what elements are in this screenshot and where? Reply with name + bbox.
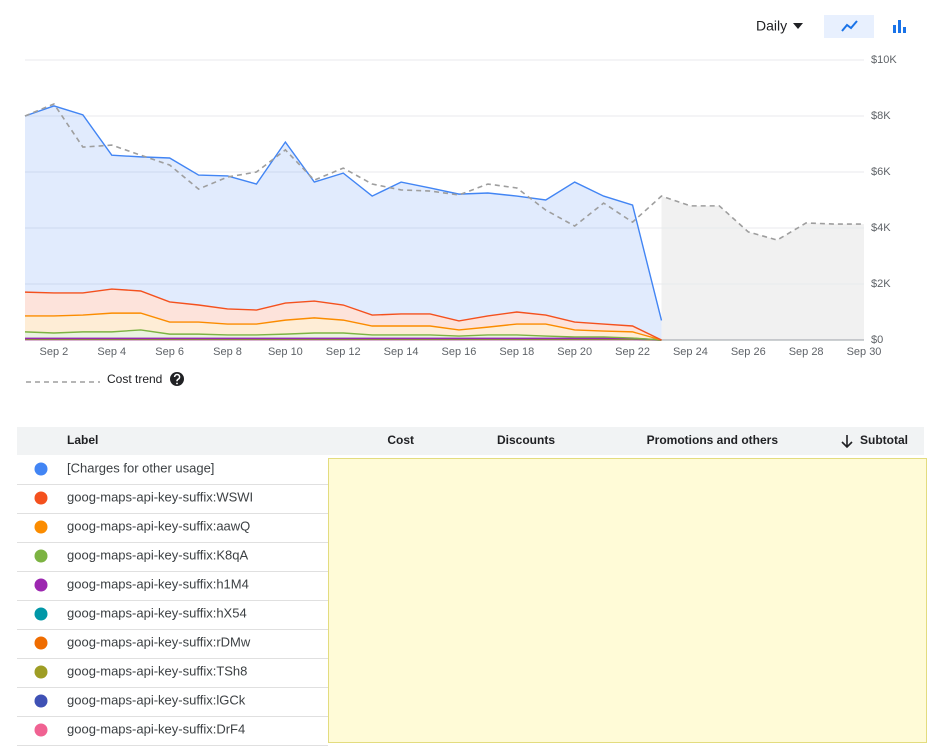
column-header[interactable]: Promotions and others [647,433,779,447]
x-tick-label: Sep 10 [268,346,303,358]
y-tick-label: $8K [871,110,891,122]
help-icon[interactable] [170,372,184,386]
series-dot [34,723,48,737]
y-tick-label: $10K [871,54,897,66]
x-tick-label: Sep 2 [40,346,69,358]
table-header [17,427,924,455]
row-label: goog-maps-api-key-suffix:TSh8 [67,663,247,678]
x-tick-label: Sep 26 [731,346,766,358]
forecast-area [661,196,864,340]
area-fill [25,313,662,340]
interval-select[interactable]: Daily [756,18,787,34]
series-dot [34,607,48,621]
y-tick-label: $4K [871,222,891,234]
series-dot [34,665,48,679]
series-dot [34,520,48,534]
area-line [24,105,663,321]
series-dot [34,578,48,592]
area-line [25,312,662,341]
x-tick-label: Sep 12 [326,346,361,358]
x-tick-label: Sep 16 [442,346,477,358]
x-tick-label: Sep 14 [384,346,419,358]
sort-arrow [841,435,853,449]
column-header[interactable]: Label [67,433,98,447]
row-label: [Charges for other usage] [67,460,214,475]
x-tick-label: Sep 6 [155,346,184,358]
row-label: goog-maps-api-key-suffix:DrF4 [67,721,245,736]
trend-legend-label: Cost trend [107,372,162,386]
series-dot [34,694,48,708]
bar-view-button[interactable] [893,20,906,33]
column-header[interactable]: Discounts [497,433,555,447]
x-tick-label: Sep 24 [673,346,708,358]
area-line [24,329,662,341]
x-tick-label: Sep 30 [847,346,882,358]
y-tick-label: $2K [871,278,891,290]
y-tick-label: $6K [871,166,891,178]
area-line [24,288,662,341]
row-label: goog-maps-api-key-suffix:aawQ [67,518,250,533]
dropdown-arrow[interactable] [793,23,803,29]
series-dot [34,636,48,650]
plot: $0 $2K $4K $6K $8K $10K Sep 2 Sep 4 Sep 6 Sep 8 Se… [24,54,897,358]
column-header[interactable]: Cost [387,433,414,447]
series-dot [34,549,48,563]
row-label: goog-maps-api-key-suffix:K8qA [67,547,248,562]
area-line [25,337,662,341]
series-dot [34,462,48,476]
x-tick-label: Sep 20 [557,346,592,358]
row-label: goog-maps-api-key-suffix:rDMw [67,634,251,649]
row-label: goog-maps-api-key-suffix:h1M4 [67,576,249,591]
area-fill [25,289,662,340]
x-tick-label: Sep 4 [97,346,126,358]
row-label: goog-maps-api-key-suffix:hX54 [67,605,247,620]
x-tick-label: Sep 18 [499,346,534,358]
row-label: goog-maps-api-key-suffix:lGCk [67,692,246,707]
area-fill [25,329,662,340]
row-label: goog-maps-api-key-suffix:WSWI [67,489,253,504]
line-icon [841,20,858,32]
trend-line [24,102,864,241]
table-body: [Charges for other usage] goog-maps-api-k… [17,460,328,746]
redacted-area [328,458,927,743]
x-tick-label: Sep 22 [615,346,650,358]
x-tick-label: Sep 8 [213,346,242,358]
area-fill [25,105,662,340]
series-dot [34,491,48,505]
column-header[interactable]: Subtotal [860,433,908,447]
y-tick-label: $0 [871,334,883,346]
x-tick-label: Sep 28 [789,346,824,358]
